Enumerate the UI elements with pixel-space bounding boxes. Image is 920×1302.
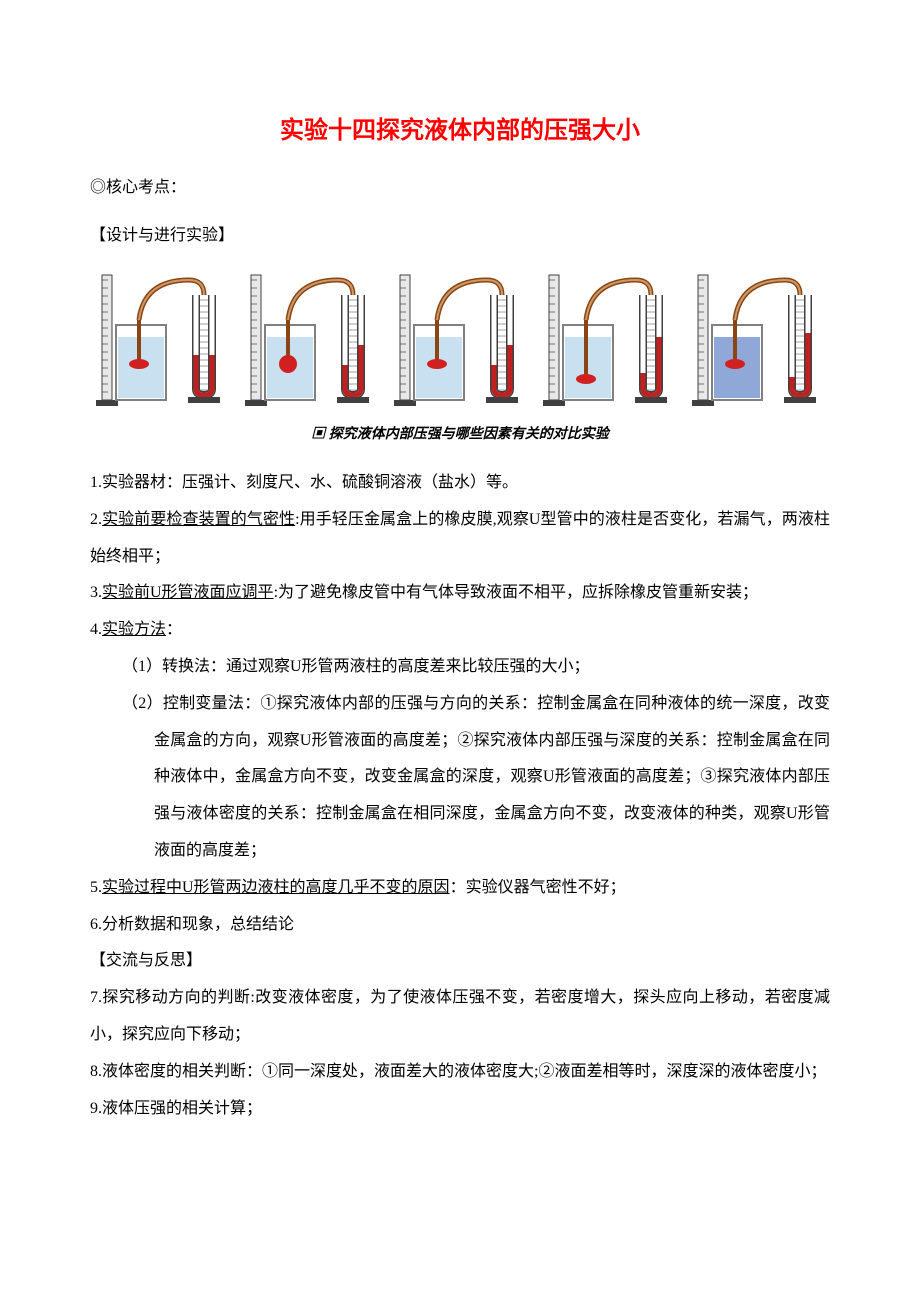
apparatus-2 [243,265,379,415]
item-8: 8.液体密度的相关判断：①同一深度处，液面差大的液体密度大;②液面差相等时，深度… [90,1054,830,1091]
apparatus-3 [392,265,528,415]
apparatus-5 [690,265,826,415]
item-4-2: （2）控制变量法：①探究液体内部的压强与方向的关系：控制金属盒在同种液体的统一深… [122,686,830,870]
design-label: 【设计与进行实验】 [90,221,830,245]
item-2: 2.实验前要检查装置的气密性:用手轻压金属盒上的橡皮膜,观察U型管中的液柱是否变… [90,502,830,576]
item-1: 1.实验器材：压强计、刻度尺、水、硫酸铜溶液（盐水）等。 [90,465,830,502]
core-label: ◎核心考点： [90,173,830,197]
item-7: 7.探究移动方向的判断:改变液体密度，为了使液体压强不变，若密度增大，探头应向上… [90,980,830,1054]
item-4-1: （1）转换法：通过观察U形管两液柱的高度差来比较压强的大小； [90,649,830,686]
diagram-caption: ▣ 探究液体内部压强与哪些因素有关的对比实验 [90,423,830,443]
body-content: 1.实验器材：压强计、刻度尺、水、硫酸铜溶液（盐水）等。 2.实验前要检查装置的… [90,465,830,1127]
item-3: 3.实验前U形管液面应调平:为了避免橡皮管中有气体导致液面不相平，应拆除橡皮管重… [90,575,830,612]
item-5: 5.实验过程中U形管两边液柱的高度几乎不变的原因：实验仪器气密性不好； [90,870,830,907]
apparatus-1 [94,265,230,415]
diagram-row [90,265,830,415]
caption-icon: ▣ [311,427,329,442]
reflect-label: 【交流与反思】 [90,943,830,980]
item-9: 9.液体压强的相关计算； [90,1091,830,1128]
apparatus-4 [541,265,677,415]
item-4: 4.实验方法： [90,612,830,649]
page-title: 实验十四探究液体内部的压强大小 [90,110,830,145]
item-6: 6.分析数据和现象，总结结论 [90,907,830,944]
